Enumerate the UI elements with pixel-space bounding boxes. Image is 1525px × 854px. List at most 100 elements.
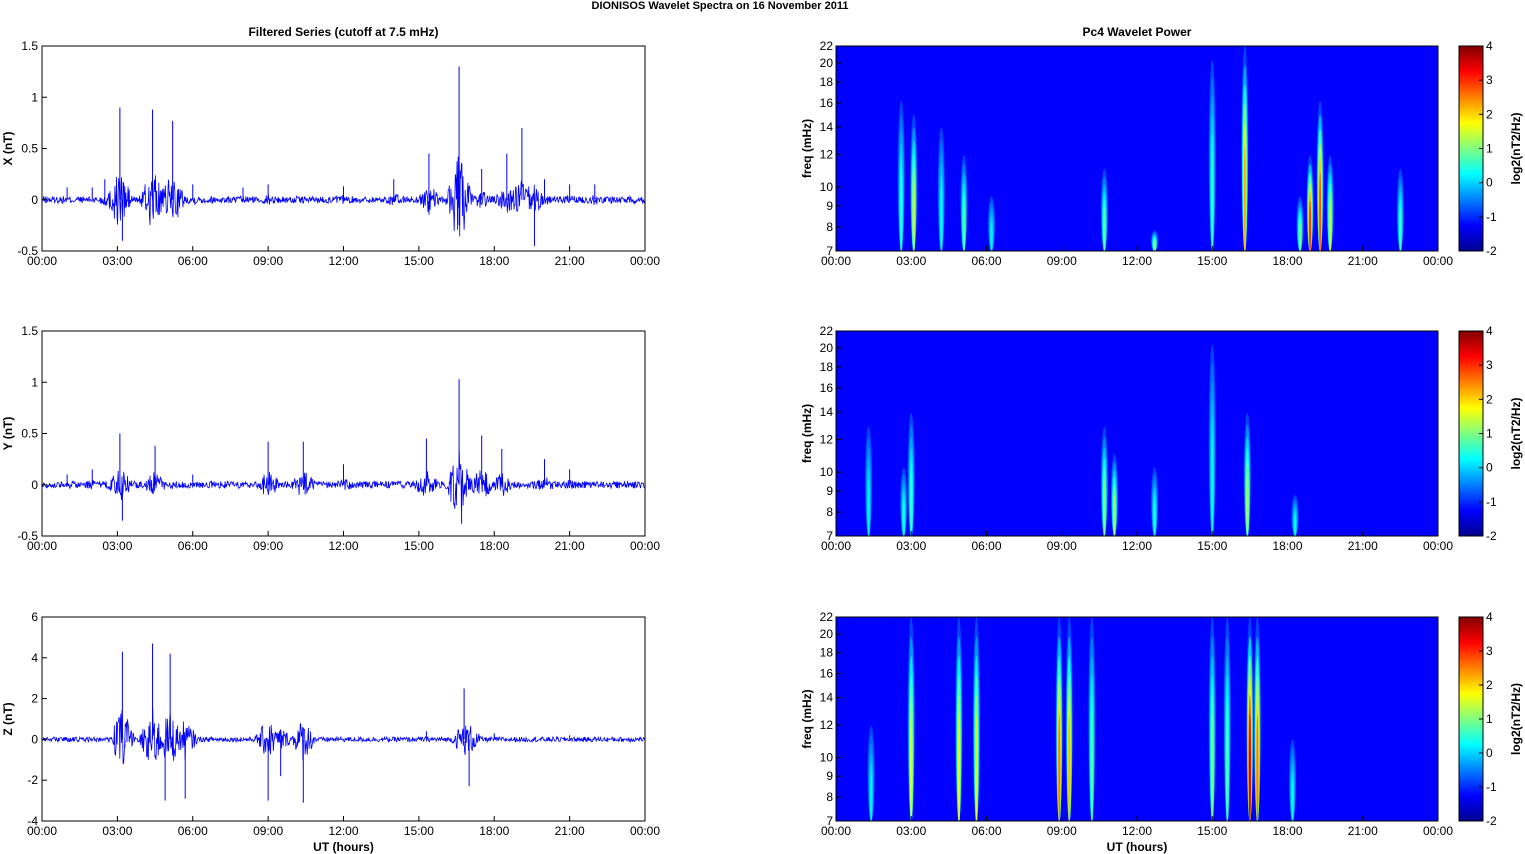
y-tick-label: 0 xyxy=(31,732,38,746)
x-tick-label: 00:00 xyxy=(1423,254,1453,268)
wavelet-event xyxy=(867,478,870,536)
x-tick-label: 15:00 xyxy=(1197,539,1227,553)
x-tick-label: 21:00 xyxy=(555,824,585,838)
wavelet-event xyxy=(910,471,913,536)
wavelet-events xyxy=(865,344,1299,536)
y-tick-label: 10 xyxy=(820,465,834,479)
x-tick-label: 09:00 xyxy=(253,254,283,268)
y-tick-label: 22 xyxy=(820,610,834,624)
colorbar-tick-label: 3 xyxy=(1486,644,1493,658)
wavelet-event xyxy=(900,172,903,251)
y-tick-label: 12 xyxy=(820,148,834,162)
x-tick-label: 12:00 xyxy=(328,254,358,268)
colorbar-tick-label: -2 xyxy=(1486,814,1497,828)
x-tick-label: 09:00 xyxy=(253,824,283,838)
colorbar-tick-label: 0 xyxy=(1486,176,1493,190)
x-tick-label: 06:00 xyxy=(178,824,208,838)
colorbar-tick-label: 4 xyxy=(1486,39,1493,53)
x-tick-label: 09:00 xyxy=(253,539,283,553)
x-tick-label: 00:00 xyxy=(1423,824,1453,838)
line-chart-y: 00:00 03:00 06:00 09:00 12:00 15:00 18:00 21:00… xyxy=(1,324,660,553)
plot-area xyxy=(42,331,645,536)
panel-title: Pc4 Wavelet Power xyxy=(1083,25,1192,39)
wavelet-event xyxy=(1399,207,1402,251)
wavelet-event xyxy=(1153,240,1156,251)
x-tick-label: 12:00 xyxy=(328,539,358,553)
x-tick-label: 18:00 xyxy=(1272,824,1302,838)
wavelet-events xyxy=(897,46,1404,251)
y-tick-label: 1.5 xyxy=(21,324,38,338)
wavelet-event xyxy=(1309,200,1312,251)
y-tick-label: 20 xyxy=(820,341,834,355)
y-axis-label: X (nT) xyxy=(1,132,15,166)
colorbar-tick-label: -1 xyxy=(1486,780,1497,794)
colorbar-label: log2(nT2/Hz) xyxy=(1509,398,1523,470)
wavelet-event xyxy=(910,713,913,821)
wavelet-event xyxy=(1256,713,1259,821)
y-tick-label: 8 xyxy=(826,505,833,519)
x-tick-label: 06:00 xyxy=(971,539,1001,553)
x-tick-label: 09:00 xyxy=(1047,539,1077,553)
wavelet-event xyxy=(975,713,978,821)
y-tick-label: -4 xyxy=(27,814,38,828)
colorbar-label: log2(nT2/Hz) xyxy=(1509,113,1523,185)
wavelet-event xyxy=(1329,200,1332,251)
x-tick-label: 18:00 xyxy=(479,539,509,553)
colorbar-tick-label: 1 xyxy=(1486,427,1493,441)
x-tick-label: 00:00 xyxy=(27,539,57,553)
y-tick-label: 1 xyxy=(31,90,38,104)
y-tick-label: 22 xyxy=(820,324,834,338)
x-tick-label: 09:00 xyxy=(1047,824,1077,838)
x-tick-label: 15:00 xyxy=(404,254,434,268)
colorbar-tick-label: 3 xyxy=(1486,73,1493,87)
x-tick-label: 15:00 xyxy=(1197,254,1227,268)
wavelet-event xyxy=(990,222,993,251)
wavelet-event xyxy=(1211,435,1214,536)
wavelet-event xyxy=(912,179,915,251)
y-tick-label: -0.5 xyxy=(17,244,38,258)
y-tick-label: 18 xyxy=(820,646,834,660)
plot-area xyxy=(836,617,1438,821)
wavelet-event xyxy=(1058,713,1061,821)
y-tick-label: 1.5 xyxy=(21,39,38,53)
line-chart-z: 00:00 03:00 06:00 09:00 12:00 15:00 18:00 21:00… xyxy=(1,610,660,854)
x-tick-label: 15:00 xyxy=(404,539,434,553)
x-tick-label: 03:00 xyxy=(896,254,926,268)
colorbar-tick-label: -1 xyxy=(1486,210,1497,224)
colorbar-tick-label: 1 xyxy=(1486,142,1493,156)
wavelet-event xyxy=(1319,172,1322,251)
x-tick-label: 00:00 xyxy=(821,254,851,268)
x-tick-label: 18:00 xyxy=(1272,254,1302,268)
x-tick-label: 00:00 xyxy=(27,824,57,838)
wavelet-event xyxy=(1113,492,1116,536)
y-tick-label: 12 xyxy=(820,718,834,732)
y-tick-label: 6 xyxy=(31,610,38,624)
x-tick-label: 12:00 xyxy=(1122,254,1152,268)
y-tick-label: 7 xyxy=(826,529,833,543)
y-tick-label: -0.5 xyxy=(17,529,38,543)
colorbar-tick-label: 1 xyxy=(1486,712,1493,726)
colorbar-tick-label: 2 xyxy=(1486,392,1493,406)
wavelet-event xyxy=(1294,514,1297,536)
wavelet-event xyxy=(1211,150,1214,251)
wavelet-event xyxy=(1226,713,1229,821)
y-tick-label: 7 xyxy=(826,244,833,258)
y-tick-label: 1 xyxy=(31,375,38,389)
colorbar-tick-label: -1 xyxy=(1486,495,1497,509)
x-tick-label: 03:00 xyxy=(102,539,132,553)
y-tick-label: 18 xyxy=(820,360,834,374)
x-tick-label: 06:00 xyxy=(178,539,208,553)
wavelet-event xyxy=(1248,713,1251,821)
plot-area xyxy=(836,331,1438,536)
series-noise xyxy=(41,706,646,765)
x-tick-label: 00:00 xyxy=(821,824,851,838)
wavelet-event xyxy=(870,771,873,821)
y-tick-label: 20 xyxy=(820,627,834,641)
y-tick-label: 7 xyxy=(826,814,833,828)
colorbar-label: log2(nT2/Hz) xyxy=(1509,683,1523,755)
colorbar-tick-label: 4 xyxy=(1486,324,1493,338)
wavelet-event xyxy=(1243,143,1246,251)
x-tick-label: 12:00 xyxy=(1122,539,1152,553)
